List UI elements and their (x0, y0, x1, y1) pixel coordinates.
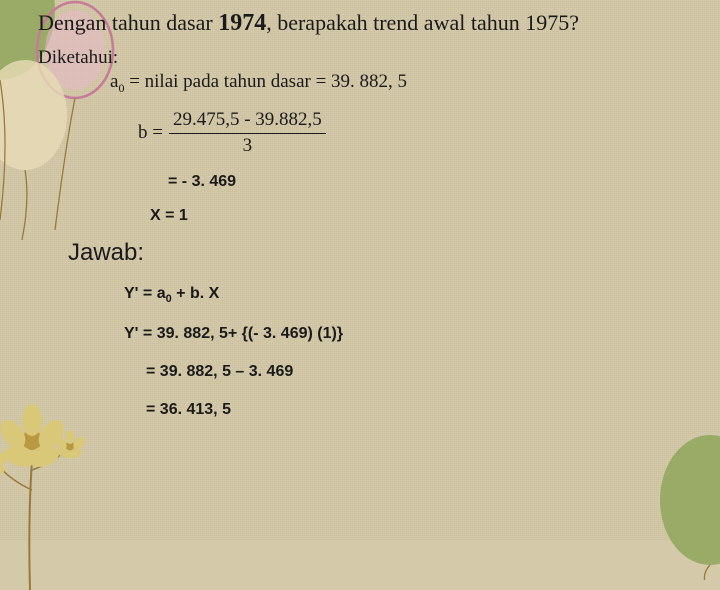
jawab-heading: Jawab: (68, 239, 690, 267)
formula-line: Y' = a0 + b. X (124, 285, 690, 305)
substitution-line: Y' = 39. 882, 5+ {(- 3. 469) (1)} (124, 325, 690, 343)
b-result: = - 3. 469 (168, 173, 690, 191)
title-pre: Dengan tahun dasar (38, 10, 218, 35)
decor-bottom-right (640, 420, 720, 580)
fraction-denominator: 3 (243, 134, 253, 157)
a0-definition: a0 = nilai pada tahun dasar = 39. 882, 5 (110, 71, 690, 96)
question-title: Dengan tahun dasar 1974, berapakah trend… (38, 10, 690, 37)
simplify-line: = 39. 882, 5 – 3. 469 (146, 363, 690, 381)
step1-pre: Y' = a (124, 285, 166, 302)
result-line: = 36. 413, 5 (146, 401, 690, 419)
x-value: X = 1 (150, 207, 690, 225)
step1-post: + b. X (172, 285, 220, 302)
b-label: b = (138, 122, 163, 144)
title-year: 1974 (218, 10, 266, 36)
title-post: , berapakah trend awal tahun 1975? (266, 10, 579, 35)
a0-post: = nilai pada tahun dasar = 39. 882, 5 (124, 71, 407, 92)
b-fraction: b = 29.475,5 - 39.882,5 3 (138, 110, 690, 157)
fraction: 29.475,5 - 39.882,5 3 (169, 110, 326, 157)
fraction-numerator: 29.475,5 - 39.882,5 (169, 110, 326, 134)
diketahui-label: Diketahui: (38, 47, 690, 69)
